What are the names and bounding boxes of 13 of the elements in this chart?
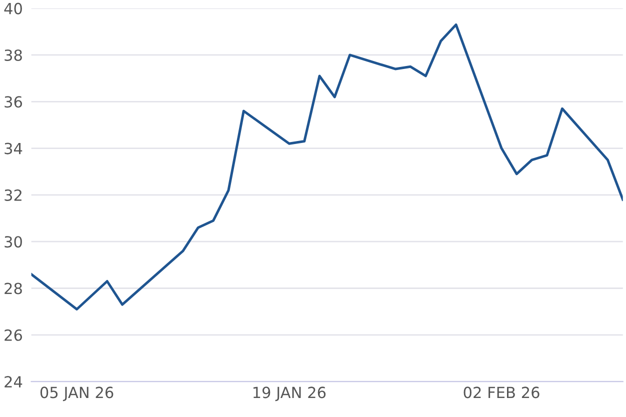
y-tick-label: 32	[4, 189, 22, 201]
y-tick-label: 30	[4, 236, 22, 248]
y-tick-label: 26	[4, 329, 22, 341]
y-tick-label: 28	[4, 282, 22, 294]
x-tick-label: 02 FEB 26	[464, 386, 540, 398]
y-tick-label: 36	[4, 96, 22, 108]
y-tick-label: 34	[4, 142, 22, 154]
y-tick-label: 24	[4, 376, 22, 388]
y-tick-label: 40	[4, 2, 22, 14]
line-series	[31, 23, 623, 310]
x-tick-label: 19 JAN 26	[253, 386, 326, 402]
x-tick-label: 05 JAN 26	[40, 386, 114, 402]
y-tick-label: 38	[4, 49, 22, 62]
